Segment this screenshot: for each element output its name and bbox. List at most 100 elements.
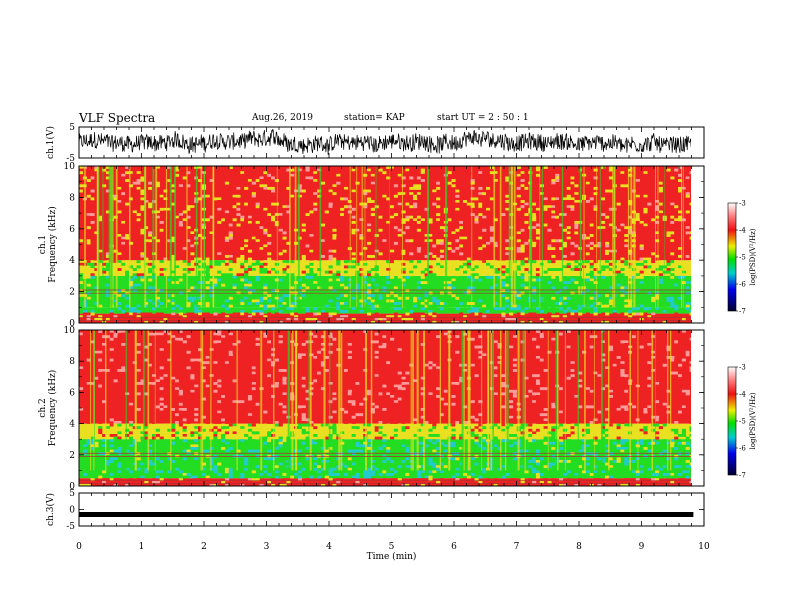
spectrogram-cell: [332, 288, 337, 292]
spectrogram-cell: [455, 200, 460, 203]
spectrogram-cell: [570, 186, 575, 190]
spectrogram-cell: [320, 231, 326, 235]
spectrogram-cell: [86, 395, 91, 398]
spectrogram-cell: [136, 315, 141, 319]
spectrogram-cell: [270, 254, 276, 258]
spectrogram-cell: [478, 194, 483, 198]
spectrogram-cell: [474, 186, 479, 190]
spectrogram-cell: [121, 361, 126, 365]
spectrogram-cell: [674, 317, 679, 321]
spectrogram-cell: [290, 215, 295, 219]
spectrogram-cell: [451, 278, 456, 282]
spectrogram-cell: [102, 480, 107, 484]
spectrogram-cell: [313, 171, 318, 175]
spectrogram-cell: [125, 202, 130, 206]
spectrogram-cell: [355, 275, 360, 279]
spectrogram-cell: [144, 252, 149, 256]
spectrogram-cell: [90, 478, 95, 482]
spectrogram-cell: [462, 270, 468, 274]
spectrogram-cell: [635, 197, 640, 201]
spectrogram-cell: [244, 260, 249, 264]
spectrogram-cell: [570, 205, 575, 209]
spectrogram-cell: [328, 226, 333, 230]
spectrogram-cell: [217, 218, 222, 222]
spectrogram-cell: [597, 244, 602, 248]
spectrogram-cell: [132, 236, 137, 240]
spectrogram-cell: [290, 320, 295, 323]
spectrogram-cell: [562, 171, 567, 175]
spectrogram-cell: [639, 184, 644, 188]
spectrogram-cell: [589, 262, 594, 266]
spectrogram-cell: [247, 265, 253, 269]
date-label: Aug.26, 2019: [252, 113, 313, 123]
spectrogram-cell: [255, 241, 260, 245]
spectrogram-cell: [144, 320, 149, 323]
spectrogram-cell: [340, 286, 345, 290]
spectrogram-cell: [171, 257, 176, 261]
spectrogram-cell: [390, 296, 395, 300]
spectrogram-cell: [570, 304, 575, 308]
spectrogram-cell: [482, 260, 487, 264]
spectrogram-cell: [117, 434, 122, 437]
spectrogram-cell: [102, 215, 107, 219]
spectrogram-cell: [666, 260, 671, 264]
spectrogram-cell: [186, 226, 191, 230]
spectrogram-cell: [685, 179, 690, 182]
spectrogram-cell: [117, 239, 122, 243]
spectrogram-cell: [413, 299, 418, 303]
spectrogram-cell: [167, 210, 172, 214]
spectrogram-cell: [505, 268, 510, 271]
spectrogram-cell: [286, 197, 291, 201]
spectrogram-cell: [428, 184, 433, 188]
spectrogram-cell: [658, 181, 663, 185]
spectrogram-cell: [209, 176, 214, 180]
spectrogram-cell: [259, 307, 264, 311]
spectrogram-cell: [654, 215, 660, 219]
spectrogram-cell: [374, 281, 379, 285]
spectrogram-cell: [228, 166, 233, 169]
spectrogram-cell: [505, 239, 510, 243]
spectrogram-cell: [616, 294, 621, 298]
spectrogram-cell: [297, 218, 303, 222]
spectrogram-cell: [313, 236, 318, 240]
spectrogram-cell: [175, 249, 180, 253]
spectrogram-cell: [516, 186, 521, 190]
spectrogram-cell: [209, 171, 214, 175]
spectrogram-cell: [428, 270, 433, 274]
spectrogram-cell: [343, 315, 349, 319]
spectrogram-cell: [551, 296, 556, 300]
spectrogram-cell: [555, 286, 560, 290]
spectrogram-cell: [136, 173, 141, 177]
spectrogram-cell: [286, 226, 291, 230]
spectrogram-cell: [605, 260, 610, 264]
spectrogram-cell: [416, 176, 422, 180]
spectrogram-cell: [109, 392, 114, 396]
spectrogram-cell: [294, 312, 299, 316]
spectrogram-cell: [332, 270, 337, 274]
spectrogram-cell: [612, 320, 617, 323]
spectrogram-cell: [413, 215, 418, 219]
spectrogram-cell: [121, 332, 126, 336]
spectrogram-cell: [171, 309, 176, 313]
spectrogram-cell: [620, 223, 625, 227]
spectrogram-cell: [478, 213, 483, 217]
spectrogram-cell: [432, 192, 437, 196]
spectrogram-cell: [128, 241, 134, 245]
spectrogram-cell: [685, 168, 690, 172]
spectrogram-cell: [466, 315, 471, 319]
spectrogram-cell: [313, 181, 318, 185]
spectrogram-streak: [195, 166, 198, 308]
spectrogram-cell: [121, 467, 126, 471]
spectrogram-cell: [516, 270, 521, 274]
spectrogram-cell: [524, 228, 529, 232]
spectrogram-cell: [209, 205, 214, 209]
spectrogram-cell: [462, 200, 468, 203]
spectrogram-cell: [393, 171, 399, 175]
spectrogram-cell: [217, 286, 222, 290]
spectrogram-cell: [351, 202, 356, 206]
spectrogram-cell: [424, 200, 429, 203]
spectrogram-cell: [505, 294, 510, 298]
spectrogram-cell: [128, 315, 134, 319]
spectrogram-cell: [474, 265, 479, 269]
spectrogram-cell: [178, 223, 183, 227]
